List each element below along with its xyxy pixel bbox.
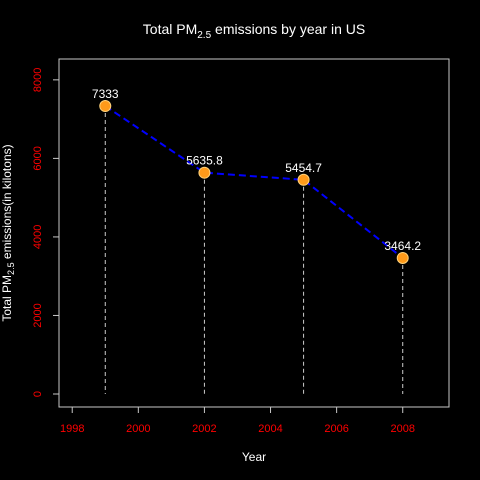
data-label: 5454.7: [285, 161, 322, 175]
plot-area: 1998 2000 2002 2004 2006 2008 0 2000 4000 6000 800…: [32, 58, 450, 435]
y-tick-label: 8000: [32, 68, 44, 92]
x-tick-label: 2004: [258, 423, 282, 435]
plot-frame: [58, 58, 450, 408]
x-axis-label: Year: [242, 450, 266, 464]
data-label: 3464.2: [384, 239, 421, 253]
series-line: [104, 105, 404, 259]
y-tick-label: 4000: [32, 225, 44, 249]
data-point: [297, 173, 310, 186]
y-tick-label: 2000: [32, 303, 44, 327]
y-tick-label: 6000: [32, 146, 44, 170]
x-tick-label: 2006: [324, 423, 348, 435]
y-tick-label: 0: [32, 391, 44, 397]
data-point: [396, 251, 409, 264]
x-tick-label: 1998: [60, 423, 84, 435]
data-point: [198, 166, 211, 179]
chart-title: Total PM2.5 emissions by year in US: [143, 21, 365, 41]
data-point: [99, 100, 112, 113]
x-tick-label: 2002: [192, 423, 216, 435]
x-tick-label: 2008: [390, 423, 414, 435]
data-label: 5635.8: [186, 154, 223, 168]
x-tick-label: 2000: [126, 423, 150, 435]
y-axis-label: Total PM2.5 emissions(in kilotons): [0, 144, 16, 321]
data-label: 7333: [92, 87, 119, 101]
